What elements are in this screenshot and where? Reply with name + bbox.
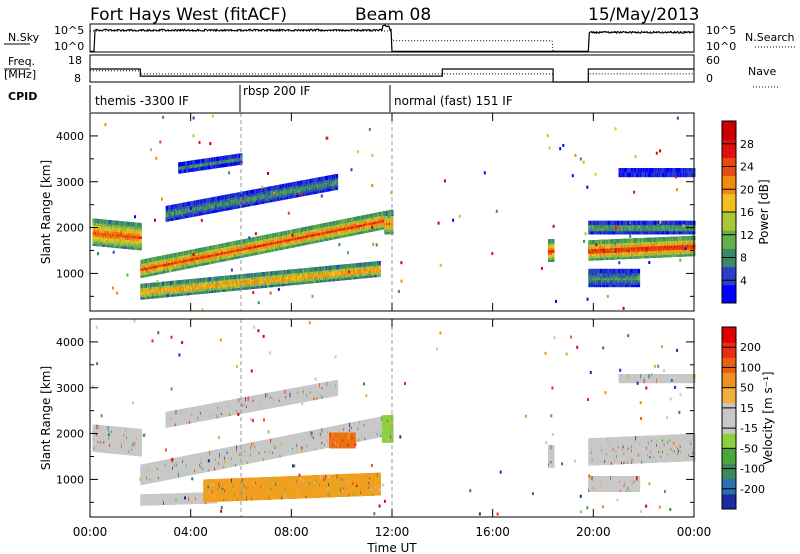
nsky-series — [90, 24, 695, 53]
freq-unit-label: [MHz] — [4, 68, 36, 81]
beam-label: Beam 08 — [355, 5, 431, 25]
echo-cell — [139, 225, 142, 230]
nave-series — [90, 70, 694, 83]
echo-cell — [139, 245, 142, 251]
nave-tick-bottom: 0 — [706, 72, 713, 85]
cpid-row: CPID themis -3300 IF rbsp 200 IF normal … — [8, 84, 513, 112]
nsearch-series — [90, 30, 694, 52]
nave-label: Nave — [748, 65, 776, 78]
plot-title: Fort Hays West (fitACF) — [90, 5, 287, 25]
freq-tick-bottom: 8 — [74, 72, 81, 85]
echo-cell — [139, 236, 142, 242]
echo-cell — [139, 223, 142, 228]
nsky-tick-top: 10^5 — [54, 24, 84, 37]
cpid-mode-normal: normal (fast) 151 IF — [394, 94, 513, 108]
cpid-label: CPID — [8, 90, 37, 103]
cpid-mode-themis: themis -3300 IF — [95, 94, 189, 108]
nave-tick-top: 60 — [706, 54, 720, 67]
echo-cell — [139, 234, 142, 239]
power-echo-data — [92, 113, 696, 312]
cpid-mode-rbsp: rbsp 200 IF — [243, 84, 310, 98]
echo-cell — [139, 239, 142, 244]
nsearch-tick-bottom: 10^0 — [706, 40, 736, 53]
freq-tick-top: 18 — [68, 54, 82, 67]
freq-panel: Freq. [MHz] 18 8 60 0 Nave — [4, 54, 780, 88]
nsearch-tick-top: 10^5 — [706, 24, 736, 37]
echo-cell — [139, 243, 142, 248]
echo-cell — [139, 227, 142, 232]
date-label: 15/May/2013 — [588, 5, 700, 25]
freq-series — [90, 68, 694, 83]
nsearch-label: N.Search — [745, 31, 795, 44]
nsky-label: N.Sky — [8, 31, 40, 44]
nsky-panel: N.Sky 10^5 10^0 10^5 10^0 N.Search — [4, 23, 795, 53]
freq-label: Freq. — [8, 55, 35, 68]
nsky-tick-bottom: 10^0 — [54, 40, 84, 53]
echo-cell — [139, 232, 142, 237]
echo-cell — [139, 229, 142, 235]
echo-cell — [378, 261, 381, 266]
